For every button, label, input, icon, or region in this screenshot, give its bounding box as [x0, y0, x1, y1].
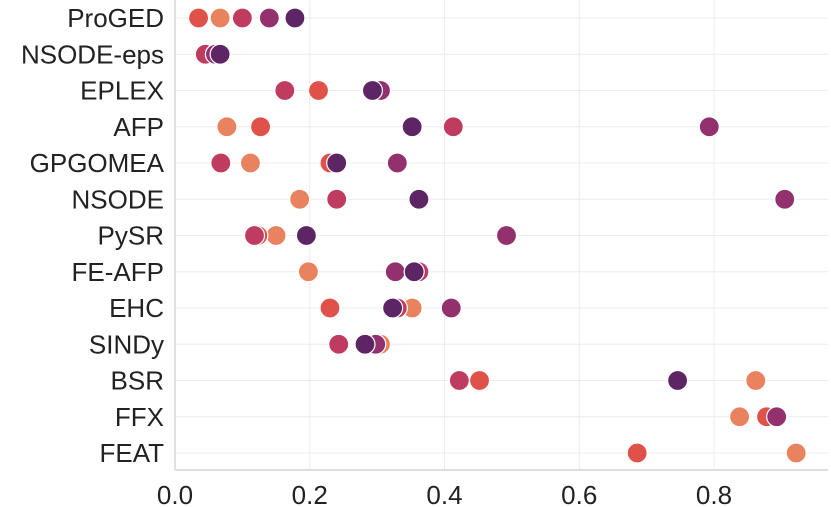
data-point: [766, 406, 788, 428]
data-point: [289, 188, 311, 210]
y-tick-label: AFP: [113, 112, 164, 142]
axis: [174, 0, 828, 471]
y-tick-label: FEAT: [99, 438, 164, 468]
x-tick-label: 0.0: [157, 480, 193, 507]
data-points: [187, 7, 807, 464]
data-point: [785, 442, 807, 464]
y-tick-label: FE-AFP: [72, 257, 164, 287]
x-tick-label: 0.2: [292, 480, 328, 507]
data-point: [265, 224, 287, 247]
y-tick-labels: ProGED NSODE-eps EPLEX AFP GPGOMEA NSODE PySR F…: [21, 3, 165, 468]
data-point: [729, 406, 751, 428]
y-tick-label: PySR: [98, 221, 164, 251]
data-point: [361, 79, 384, 102]
x-tick-labels: 0.0 0.2 0.4 0.6 0.8: [157, 480, 732, 507]
data-point: [258, 7, 280, 29]
data-point: [745, 369, 767, 392]
y-tick-label: FFX: [115, 402, 164, 432]
data-point: [297, 261, 320, 283]
data-point: [384, 261, 406, 283]
data-point: [326, 188, 348, 210]
data-point: [243, 224, 266, 247]
data-point: [328, 333, 350, 355]
data-point: [403, 261, 425, 283]
y-tick-label: GPGOMEA: [30, 148, 165, 178]
y-tick-label: SINDy: [89, 329, 164, 359]
data-point: [239, 152, 262, 174]
data-point: [187, 7, 210, 29]
data-point: [354, 333, 376, 355]
x-tick-label: 0.6: [561, 480, 597, 507]
data-point: [774, 188, 796, 210]
data-point: [209, 43, 231, 65]
data-point: [440, 297, 462, 319]
x-tick-label: 0.8: [696, 480, 732, 507]
y-tick-label: ProGED: [67, 3, 164, 33]
data-point: [382, 297, 404, 319]
data-point: [626, 442, 648, 464]
data-point: [231, 7, 253, 29]
data-point: [216, 116, 238, 138]
data-point: [495, 224, 518, 247]
y-tick-label: NSODE: [72, 184, 164, 214]
y-tick-label: NSODE-eps: [21, 39, 164, 69]
data-point: [210, 152, 232, 174]
data-point: [326, 152, 348, 174]
data-point: [319, 297, 341, 319]
y-tick-label: BSR: [111, 366, 164, 396]
data-point: [295, 224, 317, 247]
y-tick-label: EPLEX: [80, 76, 164, 106]
data-point: [274, 79, 296, 102]
data-point: [698, 116, 720, 138]
data-point: [468, 369, 491, 392]
data-point: [249, 116, 272, 138]
data-point: [448, 369, 470, 392]
data-point: [401, 116, 423, 138]
x-tick-label: 0.4: [426, 480, 462, 507]
data-point: [667, 369, 689, 392]
y-tick-label: EHC: [109, 293, 164, 323]
data-point: [209, 7, 231, 29]
data-point: [408, 188, 430, 210]
data-point: [307, 79, 330, 102]
data-point: [386, 152, 408, 174]
data-point: [442, 116, 464, 138]
data-point: [284, 7, 306, 29]
